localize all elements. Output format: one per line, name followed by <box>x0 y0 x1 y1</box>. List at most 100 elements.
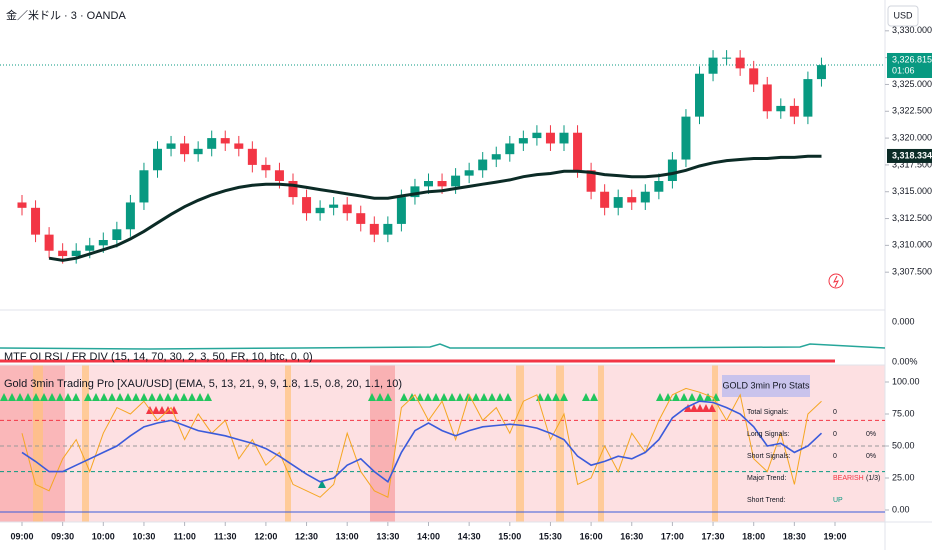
candle-body <box>112 229 122 240</box>
candle-body <box>139 170 149 203</box>
x-tick-label: 11:30 <box>214 531 237 541</box>
signal-triangle <box>132 393 140 401</box>
candle-body <box>518 138 528 144</box>
candle-body <box>31 207 41 235</box>
signal-band <box>556 365 564 522</box>
signal-triangle <box>456 393 464 401</box>
candle-body <box>383 223 393 235</box>
oi-label: 0.00% <box>892 356 918 366</box>
signal-triangle <box>680 393 688 401</box>
signal-band <box>285 365 291 522</box>
signal-triangle <box>544 393 552 401</box>
x-tick-label: 12:00 <box>254 531 277 541</box>
candle-body <box>153 148 162 171</box>
indicator-title: Gold 3min Trading Pro [XAU/USD] (EMA, 5,… <box>4 378 402 390</box>
signal-triangle <box>164 393 172 401</box>
signal-triangle <box>684 404 692 412</box>
candle-body <box>396 197 406 224</box>
series-line <box>21 400 823 484</box>
candle-body <box>315 207 325 214</box>
signal-triangle <box>0 393 8 401</box>
stats-cell: Short Signals: <box>747 453 791 460</box>
candle-body <box>545 132 555 144</box>
y-tick-label: 3,330.000 <box>892 25 932 35</box>
candle-body <box>369 223 379 235</box>
stats-header <box>722 375 810 397</box>
candle-body <box>491 154 501 160</box>
signal-triangle <box>64 393 72 401</box>
signal-triangle <box>368 393 376 401</box>
ema-label: 3,318.334 <box>892 150 932 160</box>
signal-triangle <box>448 393 456 401</box>
signal-triangle <box>156 393 164 401</box>
x-tick-label: 13:30 <box>376 531 399 541</box>
signal-triangle <box>188 393 196 401</box>
x-tick-label: 17:00 <box>661 531 684 541</box>
x-tick-label: 10:30 <box>132 531 155 541</box>
stats-title: GOLD 3min Pro Stats <box>722 380 810 390</box>
candle-body <box>274 170 284 181</box>
alert-icon[interactable] <box>833 275 839 288</box>
signal-triangle <box>158 406 166 414</box>
stats-cell: Long Signals: <box>747 431 789 438</box>
ema-line <box>48 154 822 262</box>
signal-triangle <box>432 393 440 401</box>
alert-icon[interactable] <box>828 273 844 289</box>
y-tick-label: 75.00 <box>892 408 915 418</box>
x-tick-label: 18:30 <box>783 531 806 541</box>
candle-body <box>451 175 461 187</box>
y-tick-label: 50.00 <box>892 440 915 450</box>
signal-triangle <box>92 393 100 401</box>
x-tick-label: 16:00 <box>580 531 603 541</box>
x-tick-label: 13:00 <box>336 531 359 541</box>
candle-body <box>58 250 68 257</box>
signal-triangle <box>140 393 148 401</box>
candle-body <box>302 197 312 214</box>
candle-body <box>573 132 583 171</box>
signal-triangle <box>384 393 392 401</box>
candle-body <box>424 181 433 187</box>
signal-triangle <box>590 393 598 401</box>
currency[interactable]: USD <box>893 10 913 20</box>
y-tick-label: 3,310.000 <box>892 240 932 250</box>
x-tick-label: 15:30 <box>539 531 562 541</box>
candle-body <box>125 202 135 230</box>
signal-triangle <box>100 393 108 401</box>
signal-triangle <box>582 393 590 401</box>
candle-body <box>220 138 230 144</box>
signal-triangle <box>656 393 664 401</box>
candle-body <box>356 213 366 224</box>
stats-cell: Major Trend: <box>747 475 786 482</box>
signal-triangle <box>688 393 696 401</box>
signal-triangle <box>690 404 698 412</box>
x-tick-label: 19:00 <box>823 531 846 541</box>
y-tick-label: 25.00 <box>892 472 915 482</box>
x-tick-label: 18:00 <box>742 531 765 541</box>
signal-band <box>82 365 89 522</box>
candle-body <box>505 143 515 155</box>
signal-triangle <box>472 393 480 401</box>
signal-triangle <box>480 393 488 401</box>
x-tick-label: 09:00 <box>10 531 33 541</box>
signal-triangle <box>170 406 178 414</box>
stats-cell: UP <box>833 497 843 504</box>
signal-triangle <box>16 393 24 401</box>
signal-triangle <box>560 393 568 401</box>
signal-triangle <box>496 393 504 401</box>
oi-label: 0.000 <box>892 316 915 326</box>
candle-body <box>234 143 244 149</box>
candle-body <box>247 148 257 165</box>
stats-cell: Short Trend: <box>747 497 786 504</box>
signal-triangle <box>696 393 704 401</box>
signal-triangle <box>702 404 710 412</box>
oi-line <box>0 343 886 350</box>
signal-triangle <box>504 393 512 401</box>
signal-band <box>516 365 524 522</box>
stats-cell: 0 <box>833 431 837 438</box>
signal-triangle <box>180 393 188 401</box>
x-tick-label: 16:30 <box>620 531 643 541</box>
x-tick-label: 12:30 <box>295 531 318 541</box>
signal-triangle <box>172 393 180 401</box>
currency-button[interactable] <box>887 5 919 27</box>
x-tick-label: 09:30 <box>51 531 74 541</box>
